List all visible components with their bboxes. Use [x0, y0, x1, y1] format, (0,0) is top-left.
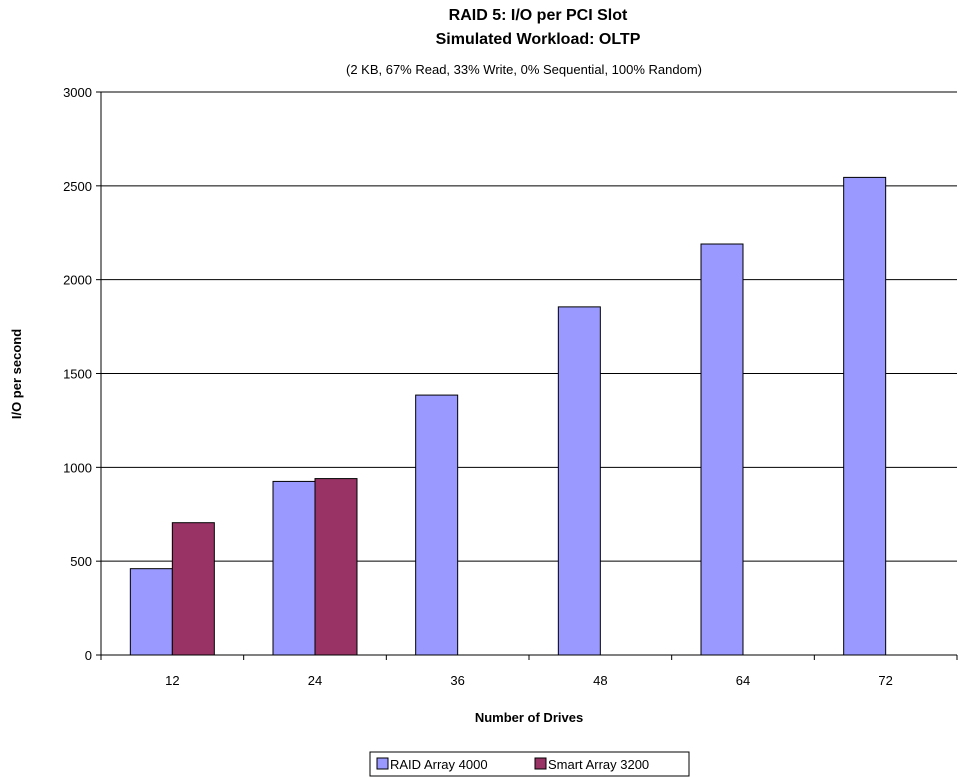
y-tick-label: 1000 — [63, 460, 92, 475]
gridlines — [101, 91, 957, 562]
x-axis-title: Number of Drives — [475, 710, 583, 725]
y-tick-label: 3000 — [63, 85, 92, 100]
bar-raid-array-4000-12 — [129, 568, 173, 656]
x-tick-label: 36 — [450, 673, 464, 688]
x-tick-label: 24 — [308, 673, 322, 688]
legend-swatch — [534, 757, 547, 770]
bar-raid-array-4000-72 — [843, 176, 887, 656]
x-tick-label: 12 — [165, 673, 179, 688]
chart-title: RAID 5: I/O per PCI Slot — [449, 7, 628, 24]
legend-items: RAID Array 4000 Smart Array 3200 — [376, 757, 649, 772]
axes — [96, 91, 958, 660]
legend-frame — [369, 751, 690, 777]
y-axis-title: I/O per second — [9, 329, 24, 419]
legend-label: Smart Array 3200 — [548, 757, 649, 772]
bar-raid-array-4000-64 — [700, 243, 744, 656]
y-tick-label: 2000 — [63, 273, 92, 288]
legend-swatch — [376, 757, 389, 770]
bar-raid-array-4000-48 — [557, 306, 601, 656]
chart-title-line2: Simulated Workload: OLTP — [436, 31, 641, 48]
x-tick-label: 64 — [736, 673, 750, 688]
bar-raid-array-4000-24 — [272, 480, 316, 656]
bar-smart-array-3200-12 — [171, 522, 215, 656]
legend-label: RAID Array 4000 — [390, 757, 488, 772]
y-tick-label: 1500 — [63, 367, 92, 382]
y-tick-label: 500 — [70, 554, 92, 569]
y-tick-label: 0 — [85, 648, 92, 663]
bars — [129, 176, 887, 656]
y-tick-label: 2500 — [63, 179, 92, 194]
chart-subtitle: (2 KB, 67% Read, 33% Write, 0% Sequentia… — [346, 62, 702, 77]
bar-smart-array-3200-24 — [314, 478, 358, 656]
x-tick-label: 48 — [593, 673, 607, 688]
legend: RAID Array 4000 Smart Array 3200 — [369, 751, 690, 777]
x-tick-label: 72 — [878, 673, 892, 688]
bar-raid-array-4000-36 — [415, 394, 459, 656]
y-tick-labels: 0 500 1000 1500 2000 2500 3000 — [63, 85, 92, 663]
x-tick-labels: 12 24 36 48 64 72 — [165, 673, 893, 688]
